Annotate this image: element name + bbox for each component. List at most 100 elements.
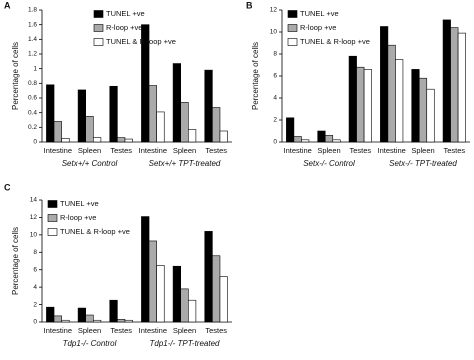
legend-label: TUNEL +ve — [60, 199, 99, 208]
y-tick-label: 1.4 — [28, 36, 37, 43]
bar — [212, 107, 221, 143]
bar — [109, 85, 118, 143]
legend-label: TUNEL +ve — [106, 9, 145, 18]
y-tick-label: 0 — [33, 319, 37, 326]
bar — [93, 137, 102, 143]
bar — [204, 69, 213, 143]
y-tick-label: 1.2 — [28, 51, 37, 58]
bar — [450, 27, 459, 143]
x-tick-label: Spleen — [173, 146, 196, 155]
legend-label: TUNEL & R-loop +ve — [300, 37, 370, 46]
legend-label: R-loop +ve — [106, 23, 142, 32]
x-tick-label: Intestine — [139, 326, 167, 335]
x-tick-label: Testes — [205, 146, 227, 155]
y-tick-label: 4 — [273, 95, 277, 102]
y-tick-label: 0.6 — [28, 95, 37, 102]
bar — [380, 26, 389, 143]
x-tick-label: Testes — [205, 326, 227, 335]
x-tick-label: Spleen — [317, 146, 340, 155]
legend-swatch — [47, 200, 58, 208]
legend-swatch — [93, 10, 104, 18]
bar — [293, 136, 302, 143]
bar — [156, 265, 165, 323]
bar — [53, 315, 62, 323]
y-tick-label: 6 — [33, 266, 37, 273]
x-tick-label: Spleen — [411, 146, 434, 155]
y-tick-label: 6 — [273, 73, 277, 80]
legend-label: TUNEL +ve — [300, 9, 339, 18]
bar — [356, 66, 365, 143]
y-tick-label: 14 — [30, 197, 38, 204]
group-label: Setx+/+ Control — [62, 159, 118, 168]
bar — [363, 69, 372, 143]
bar — [172, 63, 182, 143]
x-tick-label: Intestine — [377, 146, 405, 155]
y-tick-label: 1.6 — [28, 21, 37, 28]
bar — [219, 276, 228, 323]
y-axis-label: Percentage of cells — [11, 42, 20, 110]
bar — [317, 130, 326, 143]
legend-label: TUNEL & R-loop +ve — [60, 227, 130, 236]
bar — [332, 139, 341, 143]
legend-label: R-loop +ve — [300, 23, 336, 32]
bar — [85, 116, 94, 143]
group-label: Setx-/- Control — [303, 159, 355, 168]
panel-label: B — [246, 0, 253, 10]
bar — [124, 319, 133, 323]
x-tick-label: Spleen — [173, 326, 196, 335]
y-tick-label: 0.8 — [28, 80, 37, 87]
y-tick-label: 2 — [33, 301, 37, 308]
y-tick-label: 8 — [273, 51, 277, 58]
bar — [61, 319, 70, 323]
y-tick-label: 4 — [33, 284, 37, 291]
x-tick-label: Intestine — [44, 146, 72, 155]
y-tick-label: 0.2 — [28, 124, 37, 131]
bar — [172, 265, 182, 323]
y-axis-label: Percentage of cells — [11, 227, 20, 295]
legend-swatch — [93, 38, 104, 46]
bar — [411, 69, 420, 143]
bar — [109, 299, 118, 323]
legend-swatch — [287, 10, 298, 18]
bar — [212, 255, 221, 323]
y-tick-label: 8 — [33, 249, 37, 256]
bar — [204, 231, 213, 323]
bar — [85, 314, 94, 323]
group-label: Setx+/+ TPT-treated — [149, 159, 221, 168]
bar — [141, 216, 150, 323]
legend-swatch — [287, 24, 298, 32]
bar — [46, 84, 55, 143]
bar — [395, 59, 404, 143]
bar — [141, 24, 150, 143]
y-axis-label: Percentage of cells — [251, 42, 260, 110]
bar — [77, 89, 86, 143]
legend-swatch — [47, 214, 58, 222]
group-label: Setx-/- TPT-treated — [389, 159, 457, 168]
group-label: Tdp1-/- TPT-treated — [150, 339, 221, 348]
bar — [442, 19, 451, 143]
x-tick-label: Testes — [443, 146, 465, 155]
bar — [46, 306, 55, 323]
x-tick-label: Spleen — [78, 146, 101, 155]
bar — [61, 138, 70, 143]
x-tick-label: Intestine — [283, 146, 311, 155]
y-tick-label: 2 — [273, 117, 277, 124]
panel-label: A — [4, 0, 11, 10]
bar — [426, 88, 435, 143]
bar — [53, 121, 62, 143]
bar — [348, 55, 357, 143]
bar — [301, 139, 310, 143]
x-tick-label: Testes — [110, 326, 132, 335]
x-tick-label: Intestine — [44, 326, 72, 335]
bar — [117, 319, 126, 323]
bar — [457, 32, 466, 143]
bar — [180, 102, 189, 143]
bar — [188, 129, 197, 143]
legend-label: TUNEL & R-loop +ve — [106, 37, 176, 46]
bar — [93, 319, 102, 323]
panel-label: C — [4, 182, 11, 192]
bar — [148, 85, 157, 143]
y-tick-label: 10 — [270, 29, 278, 36]
bar — [117, 137, 126, 143]
